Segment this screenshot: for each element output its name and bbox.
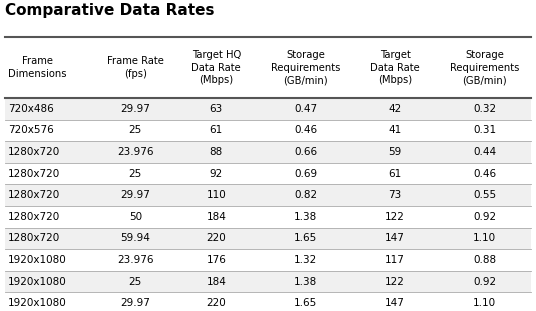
Bar <box>5 98 531 119</box>
Text: 0.92: 0.92 <box>473 212 496 222</box>
Text: 0.46: 0.46 <box>294 125 317 135</box>
Text: 0.46: 0.46 <box>473 169 496 179</box>
Bar <box>5 271 531 292</box>
Text: 0.82: 0.82 <box>294 190 317 200</box>
Text: 1.38: 1.38 <box>294 212 317 222</box>
Text: 59.94: 59.94 <box>121 234 150 244</box>
Text: 29.97: 29.97 <box>121 190 150 200</box>
Bar <box>5 292 531 311</box>
Text: Frame
Dimensions: Frame Dimensions <box>8 56 66 79</box>
Text: 220: 220 <box>206 298 226 308</box>
Text: 1280x720: 1280x720 <box>8 234 60 244</box>
Text: 23.976: 23.976 <box>117 255 153 265</box>
Text: 122: 122 <box>385 212 405 222</box>
Text: 1920x1080: 1920x1080 <box>8 277 67 287</box>
Text: 63: 63 <box>210 104 223 114</box>
Text: 88: 88 <box>210 147 223 157</box>
Text: 0.32: 0.32 <box>473 104 496 114</box>
Text: 117: 117 <box>385 255 405 265</box>
Text: 184: 184 <box>206 277 226 287</box>
Text: Storage
Requirements
(GB/min): Storage Requirements (GB/min) <box>450 50 519 85</box>
Text: 1.10: 1.10 <box>473 234 496 244</box>
Text: Target
Data Rate
(Mbps): Target Data Rate (Mbps) <box>370 50 420 85</box>
Text: Storage
Requirements
(GB/min): Storage Requirements (GB/min) <box>271 50 340 85</box>
Text: 1.10: 1.10 <box>473 298 496 308</box>
Bar <box>5 184 531 206</box>
Text: 147: 147 <box>385 234 405 244</box>
Text: 0.69: 0.69 <box>294 169 317 179</box>
Text: 0.44: 0.44 <box>473 147 496 157</box>
Text: 1280x720: 1280x720 <box>8 212 60 222</box>
Text: 29.97: 29.97 <box>121 104 150 114</box>
Text: 147: 147 <box>385 298 405 308</box>
Text: 720x576: 720x576 <box>8 125 54 135</box>
Text: 59: 59 <box>389 147 402 157</box>
Text: 176: 176 <box>206 255 226 265</box>
Text: 25: 25 <box>129 169 142 179</box>
Text: 1.65: 1.65 <box>294 298 317 308</box>
Text: 122: 122 <box>385 277 405 287</box>
Text: 0.47: 0.47 <box>294 104 317 114</box>
Text: 41: 41 <box>389 125 402 135</box>
Text: 50: 50 <box>129 212 142 222</box>
Text: 92: 92 <box>210 169 223 179</box>
Bar <box>5 228 531 249</box>
Text: 0.92: 0.92 <box>473 277 496 287</box>
Bar <box>5 119 531 141</box>
Text: 1920x1080: 1920x1080 <box>8 255 67 265</box>
Text: Comparative Data Rates: Comparative Data Rates <box>5 3 215 18</box>
Text: 73: 73 <box>389 190 402 200</box>
Text: 61: 61 <box>389 169 402 179</box>
Text: 0.31: 0.31 <box>473 125 496 135</box>
Text: Target HQ
Data Rate
(Mbps): Target HQ Data Rate (Mbps) <box>191 50 241 85</box>
Text: 184: 184 <box>206 212 226 222</box>
Text: 1280x720: 1280x720 <box>8 190 60 200</box>
Bar <box>5 163 531 184</box>
Text: 0.88: 0.88 <box>473 255 496 265</box>
Text: 0.66: 0.66 <box>294 147 317 157</box>
Text: 25: 25 <box>129 277 142 287</box>
Text: 23.976: 23.976 <box>117 147 153 157</box>
Text: 1920x1080: 1920x1080 <box>8 298 67 308</box>
Text: 1.65: 1.65 <box>294 234 317 244</box>
Text: 220: 220 <box>206 234 226 244</box>
Text: 720x486: 720x486 <box>8 104 54 114</box>
Bar <box>5 249 531 271</box>
Text: 29.97: 29.97 <box>121 298 150 308</box>
Bar <box>5 141 531 163</box>
Text: 1.38: 1.38 <box>294 277 317 287</box>
Text: 1280x720: 1280x720 <box>8 169 60 179</box>
Text: 25: 25 <box>129 125 142 135</box>
Text: 42: 42 <box>389 104 402 114</box>
Text: 61: 61 <box>210 125 223 135</box>
Text: 110: 110 <box>206 190 226 200</box>
Text: 0.55: 0.55 <box>473 190 496 200</box>
Bar <box>5 206 531 228</box>
Text: 1.32: 1.32 <box>294 255 317 265</box>
Text: 1280x720: 1280x720 <box>8 147 60 157</box>
Text: Frame Rate
(fps): Frame Rate (fps) <box>107 56 163 79</box>
